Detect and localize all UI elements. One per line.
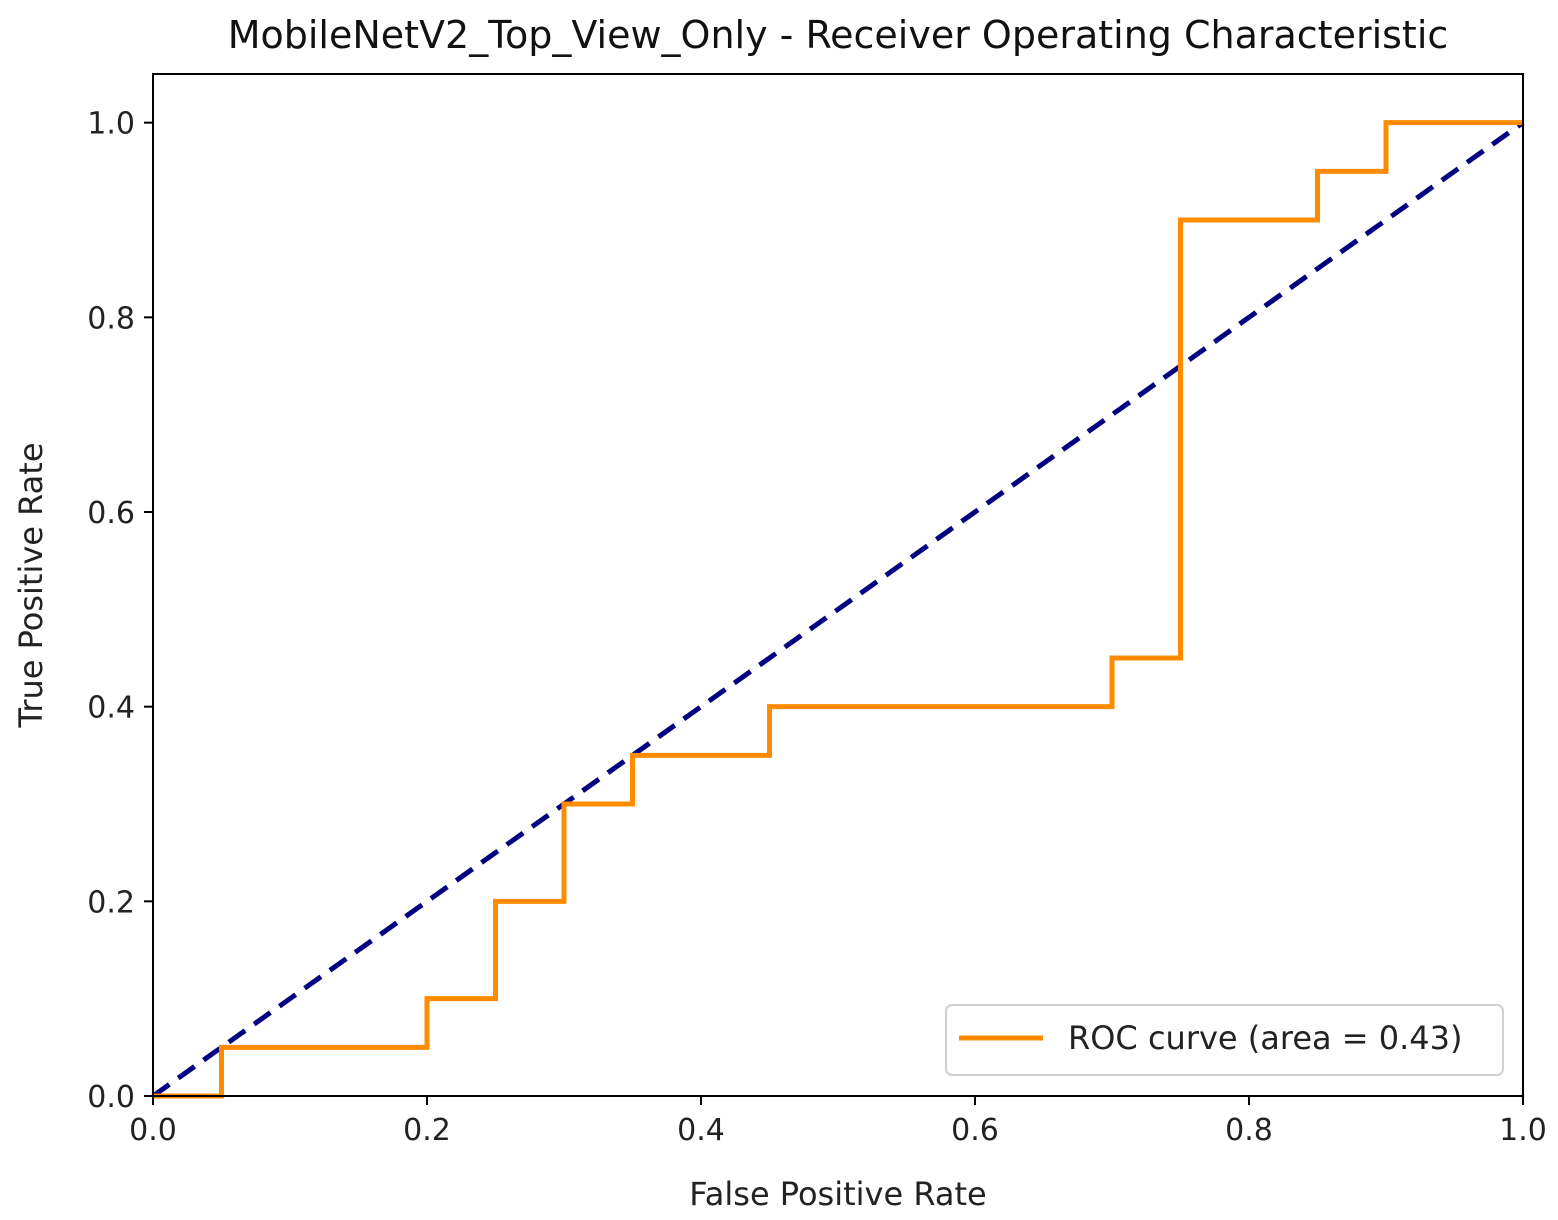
- y-axis-ticks: 0.0 0.2 0.4 0.6 0.8 1.0: [87, 107, 153, 1115]
- y-tick-label: 0.8: [87, 301, 135, 336]
- y-tick-label: 0.2: [87, 885, 135, 920]
- y-tick-label: 0.4: [87, 691, 135, 726]
- legend-box: [945, 1004, 1504, 1076]
- y-axis-label: True Positive Rate: [12, 442, 50, 728]
- x-tick-label: 0.6: [951, 1113, 999, 1148]
- y-tick-label: 1.0: [87, 107, 135, 142]
- plot-frame: [152, 73, 1524, 1097]
- x-tick-label: 0.8: [1225, 1113, 1273, 1148]
- x-axis-ticks: 0.0 0.2 0.4 0.6 0.8 1.0: [129, 1096, 1547, 1148]
- roc-curve-line: [153, 120, 1523, 1099]
- x-tick-label: 0.2: [403, 1113, 451, 1148]
- diagonal-reference-line: [151, 120, 1525, 1099]
- y-tick-label: 0.0: [87, 1080, 135, 1115]
- chart-title: MobileNetV2_Top_View_Only - Receiver Ope…: [228, 13, 1449, 57]
- x-tick-label: 1.0: [1499, 1113, 1547, 1148]
- plot-series: [151, 120, 1525, 1099]
- legend: ROC curve (area = 0.43): [945, 1004, 1504, 1076]
- legend-label: ROC curve (area = 0.43): [1068, 1019, 1463, 1057]
- x-tick-label: 0.0: [129, 1113, 177, 1148]
- x-tick-label: 0.4: [677, 1113, 725, 1148]
- y-tick-label: 0.6: [87, 496, 135, 531]
- x-axis-label: False Positive Rate: [689, 1175, 986, 1213]
